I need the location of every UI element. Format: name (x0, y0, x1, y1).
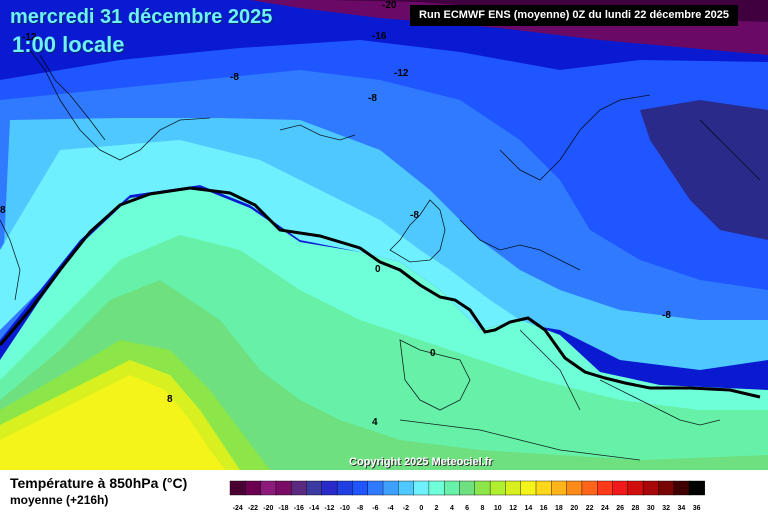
legend-swatch (658, 480, 675, 496)
legend-tick-label: -8 (357, 505, 363, 512)
band-plus-12 (0, 375, 225, 470)
legend-tick-label: 34 (678, 505, 686, 512)
legend-tick-label: -10 (340, 505, 350, 512)
legend-subtitle: moyenne (+216h) (10, 493, 109, 507)
legend-tick-label: 22 (586, 505, 594, 512)
forecast-date: mercredi 31 décembre 2025 (10, 6, 273, 28)
legend-swatch (612, 480, 629, 496)
legend-tick-label: 4 (450, 505, 454, 512)
legend-swatch (673, 480, 690, 496)
isotherm-label: -20 (382, 0, 397, 11)
legend-tick-label: 14 (525, 505, 533, 512)
legend-swatch (597, 480, 614, 496)
legend-tick-label: 18 (555, 505, 563, 512)
zero-isotherm-line (0, 186, 761, 399)
forecast-hour: 1:00 locale (12, 32, 125, 57)
legend-tick-label: -22 (248, 505, 258, 512)
legend-swatch (581, 480, 598, 496)
legend-swatch (428, 480, 445, 496)
legend-swatch (505, 480, 522, 496)
legend-tick-label: 24 (601, 505, 609, 512)
legend-tick-label: 26 (616, 505, 624, 512)
copyright-text: Copyright 2025 Meteociel.fr (349, 456, 493, 468)
isotherm-label: -12 (394, 68, 409, 79)
isotherm-label: 4 (372, 417, 378, 428)
legend-tick-label: -14 (309, 505, 319, 512)
legend-tick-label: 0 (419, 505, 423, 512)
legend-swatch (291, 480, 308, 496)
isotherm-label: -8 (662, 310, 671, 321)
legend-tick-label: -12 (324, 505, 334, 512)
band-zero (0, 140, 520, 330)
legend-tick-label: 12 (509, 505, 517, 512)
legend-swatch (321, 480, 338, 496)
legend-tick-label: 28 (632, 505, 640, 512)
legend-swatch (535, 480, 552, 496)
legend-tick-label: -24 (233, 505, 243, 512)
isotherm-label: 8 (167, 394, 173, 405)
legend-tick-label: 10 (494, 505, 502, 512)
legend-swatch (352, 480, 369, 496)
legend-tick-label: 30 (647, 505, 655, 512)
legend-swatch (413, 480, 430, 496)
isotherm-label: 8 (0, 205, 6, 216)
legend-swatch (520, 480, 537, 496)
legend-swatch (688, 480, 705, 496)
isotherm-label: 0 (430, 348, 436, 359)
isotherm-label: -8 (368, 93, 377, 104)
legend-tick-label: 20 (570, 505, 578, 512)
legend-tick-label: -16 (294, 505, 304, 512)
legend-swatch (306, 480, 323, 496)
legend-tick-label: -20 (263, 505, 273, 512)
legend-tick-label: 6 (465, 505, 469, 512)
legend-swatch (275, 480, 292, 496)
temperature-map: -20 -16 -12 -12 -8 -8 -8 -8 0 0 4 8 8 (0, 0, 768, 470)
legend-swatch (627, 480, 644, 496)
legend-tick-label: -2 (403, 505, 409, 512)
legend-swatch (474, 480, 491, 496)
legend-tick-label: 2 (435, 505, 439, 512)
isotherm-label: -16 (372, 31, 387, 42)
legend-swatch (459, 480, 476, 496)
model-run-banner: Run ECMWF ENS (moyenne) 0Z du lundi 22 d… (410, 5, 738, 26)
legend-tick-label: 36 (693, 505, 701, 512)
legend-title: Température à 850hPa (°C) (10, 475, 188, 491)
legend-swatch (229, 480, 246, 496)
legend-tick-label: 16 (540, 505, 548, 512)
legend-tick-label: 8 (480, 505, 484, 512)
legend-footer: Température à 850hPa (°C) moyenne (+216h… (0, 470, 768, 512)
legend-swatch (551, 480, 568, 496)
legend-swatch (444, 480, 461, 496)
legend-swatch (566, 480, 583, 496)
legend-tick-label: -4 (387, 505, 393, 512)
legend-tick-label: -6 (372, 505, 378, 512)
band-east-dark (640, 100, 768, 240)
legend-swatch (260, 480, 277, 496)
coastlines (0, 49, 761, 461)
isotherm-label: -8 (410, 210, 419, 221)
legend-swatch (382, 480, 399, 496)
legend-tick-label: -18 (278, 505, 288, 512)
legend-swatch (367, 480, 384, 496)
legend-swatch (336, 480, 354, 496)
legend-swatch (245, 480, 262, 496)
isotherm-label: -12 (22, 32, 37, 43)
legend-swatch (398, 480, 415, 496)
color-scale: -24 -22 -20 -18 -16 -14 -12 -10 -8 -6 -4 -2 0 2 4 6 8 10 1… (229, 480, 705, 512)
legend-swatch (642, 480, 659, 496)
legend-swatch (489, 480, 507, 496)
isotherm-label: 0 (375, 264, 381, 275)
legend-tick-label: 32 (662, 505, 670, 512)
isotherm-label: -8 (230, 72, 239, 83)
